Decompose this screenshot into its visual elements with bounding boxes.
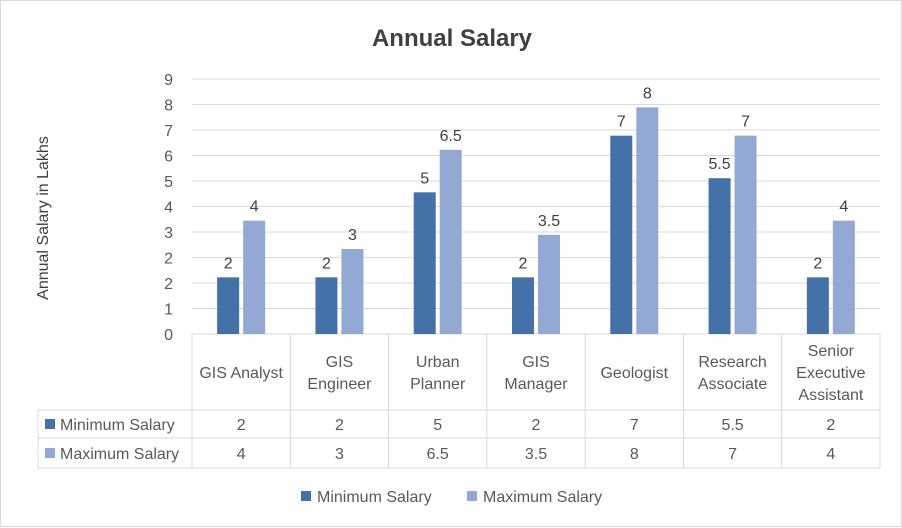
bar-maximum	[243, 220, 266, 334]
table-cell-value: 3	[335, 446, 344, 463]
bar-minimum	[806, 277, 829, 334]
category-label: Planner	[410, 376, 466, 393]
bar-maximum	[636, 107, 659, 334]
category-label: Executive	[796, 365, 865, 382]
category-label: Engineer	[307, 376, 372, 393]
y-tick-label: 0	[164, 327, 173, 344]
bar-data-label: 2	[813, 255, 822, 272]
bar-data-label: 7	[741, 114, 750, 131]
y-tick-label: 9	[164, 72, 173, 89]
bar-data-label: 3	[348, 227, 357, 244]
table-cell-value: 7	[630, 417, 639, 434]
table-cell-value: 2	[532, 417, 541, 434]
category-label: Research	[698, 354, 766, 371]
bar-minimum	[610, 135, 633, 334]
legend-swatch	[301, 491, 311, 501]
table-cell-value: 4	[237, 446, 246, 463]
category-label: Geologist	[600, 365, 668, 382]
table-series-name: Minimum Salary	[60, 417, 175, 434]
legend-label: Maximum Salary	[483, 489, 602, 506]
bar-maximum	[832, 220, 855, 334]
category-label: GIS	[522, 354, 550, 371]
legend: Minimum Salary Maximum Salary	[301, 489, 602, 506]
category-label: Manager	[504, 376, 568, 393]
category-label: Assistant	[798, 387, 863, 404]
gridlines	[192, 78, 880, 309]
y-tick-label: 2	[164, 251, 173, 268]
chart-title: Annual Salary	[372, 25, 533, 52]
legend-swatch	[467, 491, 477, 501]
table-cell-value: 4	[826, 446, 835, 463]
y-axis-label: Annual Salary in Lakhs	[35, 136, 52, 300]
legend-label: Minimum Salary	[317, 489, 432, 506]
bar-maximum	[538, 234, 560, 334]
bar-data-label: 2	[519, 255, 528, 272]
table-cell-value: 2	[826, 417, 835, 434]
bar-data-label: 8	[643, 85, 652, 102]
bars	[217, 107, 855, 334]
y-tick-label: 3	[164, 225, 173, 242]
table-cell-value: 5	[433, 417, 442, 434]
category-label: Associate	[698, 376, 767, 393]
y-tick-label: 4	[164, 200, 173, 217]
category-label: Senior	[808, 343, 855, 360]
y-tick-label: 2	[164, 276, 173, 293]
table-cell-value: 5.5	[721, 417, 743, 434]
table-cell-value: 2	[335, 417, 344, 434]
table-legend-key	[45, 419, 55, 429]
table-cell-value: 2	[237, 417, 246, 434]
bar-data-label: 5	[420, 170, 429, 187]
category-label: Urban	[416, 354, 460, 371]
bar-maximum	[439, 149, 462, 334]
bar-minimum	[315, 277, 338, 334]
bar-minimum	[708, 178, 731, 334]
data-table: GIS Analyst GIS Engineer Urban Planner GIS Man…	[37, 333, 881, 469]
y-tick-label: 6	[164, 149, 173, 166]
table-legend-key	[45, 448, 55, 458]
table-cell-value: 8	[630, 446, 639, 463]
category-label: GIS	[326, 354, 354, 371]
bar-data-label: 4	[250, 199, 259, 216]
bar-data-label: 7	[617, 114, 626, 131]
bar-minimum	[512, 277, 534, 334]
y-tick-label: 8	[164, 98, 173, 115]
bar-data-label: 5.5	[708, 156, 730, 173]
bar-data-label: 3.5	[538, 213, 560, 230]
y-tick-label: 1	[164, 302, 173, 319]
bar-data-label: 2	[322, 255, 331, 272]
bar-data-label: 4	[839, 199, 848, 216]
table-cell-value: 3.5	[525, 446, 547, 463]
y-axis-ticks: 0 1 2 2 3 4 5 6 7 8 9	[164, 72, 173, 344]
table-cell-value: 7	[728, 446, 737, 463]
bar-minimum	[413, 192, 436, 334]
y-tick-label: 5	[164, 174, 173, 191]
bar-maximum	[734, 135, 757, 334]
bar-data-label: 2	[224, 255, 233, 272]
bar-maximum	[341, 249, 364, 334]
table-cell-value: 6.5	[427, 446, 449, 463]
bar-data-label: 6.5	[440, 128, 462, 145]
category-label: GIS Analyst	[199, 365, 283, 382]
table-series-name: Maximum Salary	[60, 446, 179, 463]
bar-minimum	[217, 277, 240, 334]
y-tick-label: 7	[164, 123, 173, 140]
